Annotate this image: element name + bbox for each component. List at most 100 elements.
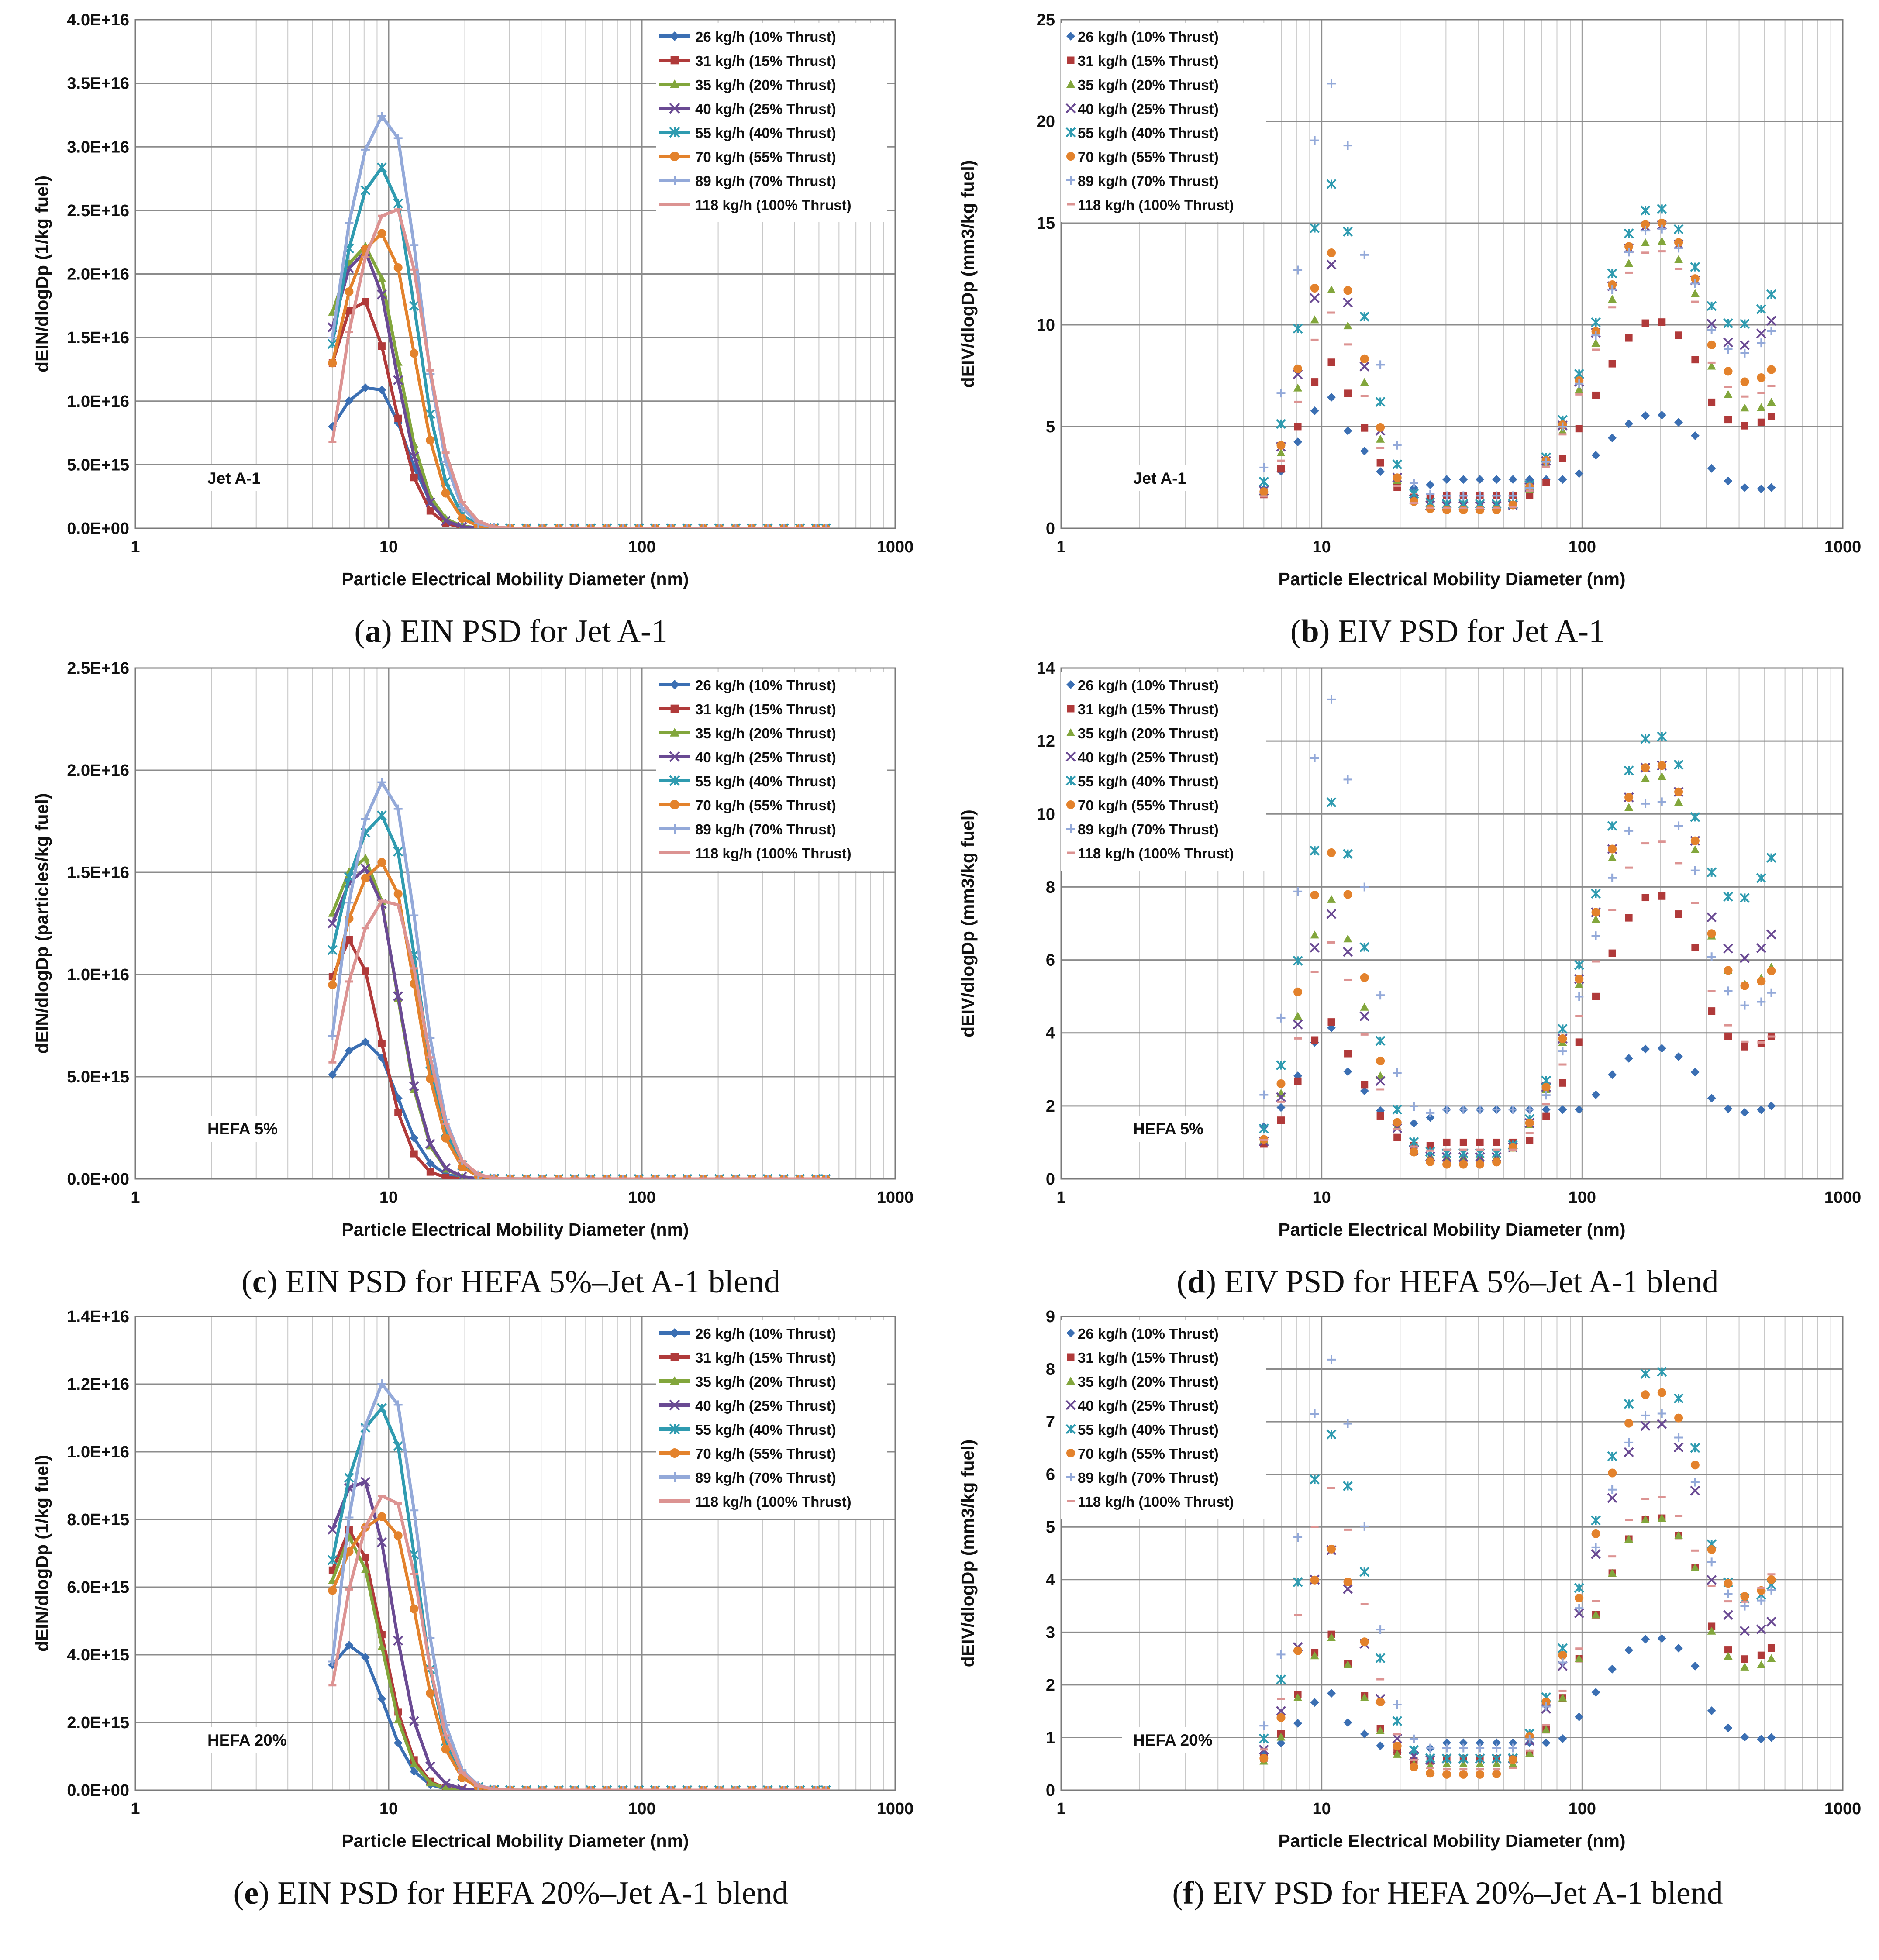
data-point bbox=[1426, 1142, 1434, 1150]
data-point bbox=[651, 524, 660, 528]
data-point bbox=[393, 991, 403, 1001]
data-point bbox=[1376, 1071, 1385, 1079]
caption-close: ) bbox=[1194, 1875, 1205, 1911]
data-point bbox=[651, 1175, 660, 1179]
legend-label: 31 kg/h (15% Thrust) bbox=[695, 53, 836, 69]
data-point bbox=[1326, 909, 1337, 919]
caption-close: ) bbox=[381, 613, 392, 649]
data-point bbox=[1343, 1660, 1352, 1668]
legend-marker bbox=[669, 751, 680, 762]
data-point bbox=[1558, 1047, 1567, 1056]
data-point bbox=[1608, 295, 1617, 303]
legend-label: 89 kg/h (70% Thrust) bbox=[1078, 173, 1219, 189]
series-line bbox=[331, 781, 826, 1179]
data-point bbox=[1591, 1543, 1600, 1552]
series-group bbox=[327, 112, 831, 528]
data-point bbox=[1767, 988, 1776, 997]
data-point bbox=[748, 527, 756, 528]
data-point bbox=[1326, 259, 1337, 270]
data-point bbox=[345, 898, 354, 907]
data-point bbox=[1558, 1063, 1567, 1066]
data-point bbox=[1641, 1498, 1650, 1500]
data-point bbox=[1277, 1698, 1285, 1700]
data-point bbox=[1724, 1104, 1733, 1113]
data-point bbox=[1640, 205, 1651, 216]
data-point bbox=[1767, 326, 1776, 335]
data-point bbox=[362, 298, 369, 306]
data-point bbox=[1756, 304, 1766, 314]
data-point bbox=[361, 1565, 370, 1573]
data-point bbox=[377, 1642, 386, 1650]
data-point bbox=[1443, 506, 1451, 509]
data-point bbox=[1360, 1002, 1369, 1011]
data-point bbox=[426, 1168, 434, 1176]
data-point bbox=[1608, 1555, 1617, 1558]
x-tick-label: 1 bbox=[1056, 538, 1065, 556]
x-tick-label: 1000 bbox=[877, 1188, 914, 1207]
data-point bbox=[1293, 265, 1303, 275]
caption-close: ) bbox=[1319, 613, 1330, 649]
data-point bbox=[1326, 179, 1337, 189]
panel-annotation: HEFA 5% bbox=[1122, 1116, 1203, 1142]
plot-area bbox=[1060, 1316, 1844, 1791]
data-point bbox=[1276, 1650, 1286, 1659]
legend-marker bbox=[1067, 203, 1075, 206]
data-point bbox=[1344, 389, 1352, 397]
data-point bbox=[1724, 1652, 1733, 1660]
data-point bbox=[362, 1554, 369, 1561]
data-point bbox=[812, 527, 820, 528]
data-point bbox=[1757, 1041, 1765, 1044]
data-point bbox=[426, 1056, 434, 1059]
data-point bbox=[1766, 289, 1776, 300]
data-point bbox=[1625, 1519, 1633, 1521]
data-point bbox=[1740, 1602, 1749, 1611]
data-point bbox=[1311, 378, 1319, 386]
data-point bbox=[570, 524, 579, 528]
data-point bbox=[618, 524, 627, 528]
data-point bbox=[1608, 853, 1617, 861]
data-point bbox=[715, 524, 724, 528]
data-point bbox=[361, 814, 370, 823]
data-point bbox=[1767, 483, 1776, 492]
data-point bbox=[1392, 1104, 1403, 1115]
data-point bbox=[1657, 410, 1666, 420]
data-point bbox=[1359, 1567, 1370, 1577]
x-axis-label: Particle Electrical Mobility Diameter (n… bbox=[341, 569, 689, 589]
data-point bbox=[1575, 469, 1584, 478]
data-point bbox=[1591, 1688, 1600, 1697]
y-tick-label: 20 bbox=[1037, 113, 1055, 131]
data-point bbox=[1558, 422, 1567, 431]
data-point bbox=[731, 1789, 740, 1790]
series-line bbox=[331, 114, 826, 528]
data-point bbox=[1376, 459, 1384, 467]
data-point bbox=[666, 1786, 676, 1790]
caption-letter: f bbox=[1183, 1875, 1194, 1911]
data-point bbox=[1558, 433, 1567, 436]
data-point bbox=[1558, 455, 1566, 462]
data-point bbox=[1293, 955, 1303, 966]
data-point bbox=[1276, 1060, 1286, 1071]
data-point bbox=[570, 1786, 579, 1790]
data-point bbox=[1327, 248, 1336, 258]
data-point bbox=[426, 1633, 435, 1642]
data-point bbox=[1624, 1535, 1634, 1543]
y-tick-label: 2.0E+16 bbox=[67, 265, 129, 284]
data-point bbox=[393, 375, 403, 386]
data-point bbox=[1375, 1076, 1386, 1086]
legend-marker bbox=[670, 203, 679, 206]
data-point bbox=[1442, 1738, 1451, 1747]
data-point bbox=[1343, 1419, 1352, 1428]
data-point bbox=[1459, 1759, 1468, 1767]
chart-panel-e: 0.0E+00 2.0E+15 4.0E+15 6.0E+15 8.0E+15 1.0E+… bbox=[32, 1308, 914, 1911]
data-point bbox=[1293, 383, 1303, 392]
data-point bbox=[731, 527, 740, 528]
data-point bbox=[441, 489, 450, 498]
data-point bbox=[378, 214, 386, 217]
data-point bbox=[1708, 398, 1716, 406]
legend-box bbox=[656, 672, 887, 871]
data-point bbox=[821, 1786, 831, 1790]
data-point bbox=[1658, 250, 1666, 253]
y-axis-label: dEIV/dlogDp (mm3/kg fuel) bbox=[958, 1440, 978, 1667]
data-point bbox=[618, 1175, 627, 1179]
